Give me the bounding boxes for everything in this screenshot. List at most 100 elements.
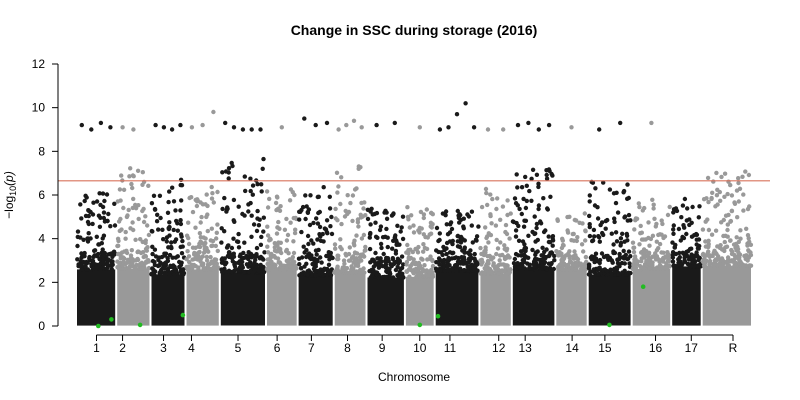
chromosome-1-points [75,120,118,326]
snp-point [673,264,679,269]
snp-point [684,218,689,223]
x-tick-label: 11 [444,341,457,355]
snp-point [745,258,750,263]
snp-point [703,219,708,224]
snp-point [446,255,451,261]
snp-point [166,226,172,232]
snp-point [513,251,519,257]
snp-point [196,244,201,249]
snp-point [198,256,203,261]
snp-point [377,227,383,233]
snp-point [351,254,356,259]
snp-point [226,166,232,171]
snp-point [672,245,677,250]
snp-point [515,261,520,266]
snp-point [97,224,103,229]
snp-density-band [117,268,150,326]
snp-density-band [267,269,297,326]
snp-point-significant [189,125,195,130]
x-tick-label: 7 [308,341,315,355]
snp-point [291,250,297,256]
snp-point [405,214,411,220]
snp-point [242,174,247,179]
snp-point [227,250,232,255]
snp-point [75,243,80,249]
snp-point [104,192,110,197]
snp-point [494,251,499,257]
snp-point [322,226,328,231]
y-tick-label: 8 [38,144,45,158]
snp-point [556,264,561,269]
snp-point [97,264,102,269]
snp-point [625,256,631,261]
snp-point [521,224,527,229]
snp-point [115,265,120,270]
snp-point [452,255,457,261]
snp-point [488,254,493,260]
snp-point-significant [454,112,460,117]
snp-point [582,211,587,216]
snp-point-significant [200,122,205,128]
snp-point [158,215,163,221]
snp-density-band [632,268,671,326]
snp-point-significant [351,118,357,124]
snp-point [654,239,659,244]
snp-point [713,228,719,233]
snp-point [240,211,245,217]
snp-point [220,206,225,212]
snp-point [342,261,347,266]
snp-point [718,198,723,203]
snp-point [312,256,317,261]
snp-point [743,253,749,259]
snp-point [284,249,289,254]
snp-point [154,219,160,224]
snp-point [721,233,726,239]
snp-density-band [298,275,333,326]
x-tick-label: 10 [413,341,427,355]
snp-point [746,236,751,241]
snp-point [143,254,149,259]
snp-point [117,187,123,192]
snp-point [248,176,253,181]
snp-point [236,231,241,237]
snp-point [278,240,283,245]
snp-point [559,266,565,272]
snp-point [626,212,632,218]
snp-point [529,198,534,203]
snp-point [304,204,309,209]
snp-point [186,264,191,269]
snp-point [500,204,506,209]
snp-point [258,254,264,260]
snp-point [405,205,410,210]
snp-point [654,248,660,253]
snp-point [274,267,280,272]
snp-point [638,223,643,229]
snp-point [550,243,555,248]
snp-point [637,242,642,247]
y-tick-label: 4 [38,232,45,246]
snp-point [421,249,426,254]
snp-point [379,259,384,264]
snp-point [215,222,220,227]
snp-point [373,250,378,256]
snp-point [438,268,443,273]
snp-point [633,264,638,270]
snp-point [560,238,565,243]
snp-point [178,244,183,250]
snp-point [694,250,699,255]
snp-point [646,255,652,261]
snp-point [299,207,304,213]
snp-point [359,236,365,241]
snp-point [683,253,688,258]
snp-density-band [588,274,631,326]
snp-point [190,245,196,250]
snp-point [250,183,256,188]
snp-point [420,257,425,262]
highlighted-snp-point [435,313,441,319]
snp-point-significant [515,122,521,128]
snp-point [687,222,692,228]
snp-point [575,235,580,240]
snp-point [330,255,335,261]
snp-point [682,259,688,264]
snp-point [335,253,340,258]
